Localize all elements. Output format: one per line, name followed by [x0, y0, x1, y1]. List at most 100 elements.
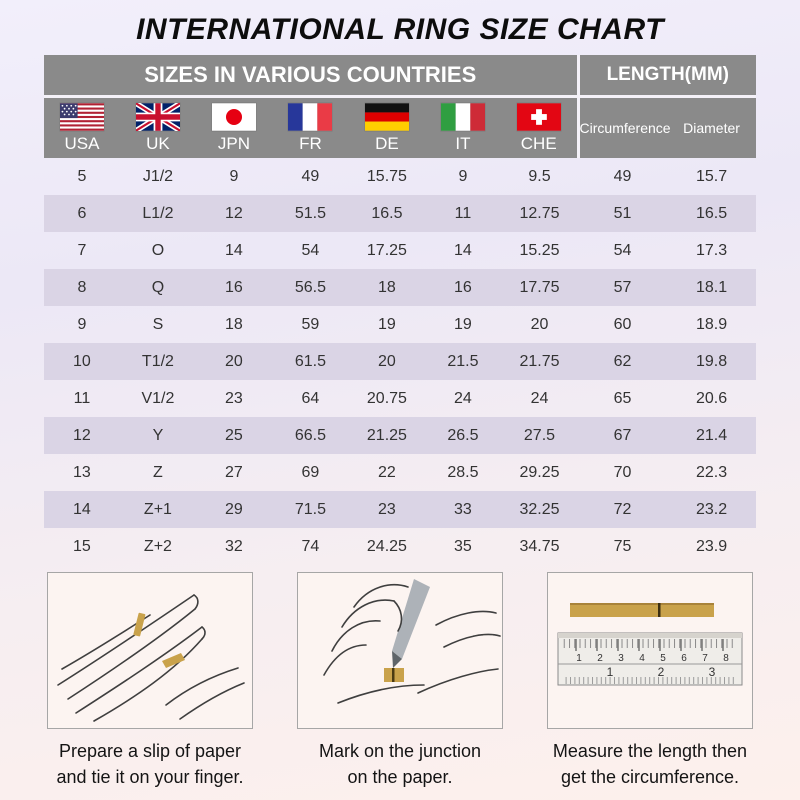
size-cell: 74 [301, 537, 320, 555]
column-header-che: CHE [500, 96, 579, 158]
size-cell: 35 [454, 537, 472, 555]
size-cell: 28.5 [447, 463, 479, 481]
instruction-step-2: Mark on the junction on the paper. [286, 572, 514, 790]
size-cell: 21.75 [519, 352, 560, 370]
size-cell: 7 [77, 241, 87, 259]
size-cell: 16 [454, 278, 472, 296]
size-cell: 20 [225, 352, 243, 370]
instruction-caption-1: Prepare a slip of paper and tie it on yo… [36, 738, 264, 790]
size-cell: 15.25 [519, 241, 560, 259]
svg-text:2: 2 [597, 653, 603, 664]
size-cell: Z+2 [143, 537, 172, 555]
size-cell: 67 [613, 426, 632, 444]
size-cell: 29.25 [519, 463, 560, 481]
page-title: INTERNATIONAL RING SIZE CHART [136, 13, 664, 46]
caption-line: Mark on the junction [318, 741, 482, 761]
svg-text:3: 3 [709, 665, 716, 679]
size-cell: 60 [613, 315, 632, 333]
japan-flag-icon [211, 102, 256, 131]
caption-line: Measure the length then [552, 741, 748, 761]
size-cell: Z [153, 463, 163, 481]
size-cell: 17.3 [695, 241, 728, 259]
country-code-label: CHE [520, 133, 557, 153]
germany-flag-icon [364, 102, 409, 131]
size-cell: 70 [613, 463, 632, 481]
size-cell: 17.75 [519, 278, 560, 296]
column-header-circumference: Circumference [576, 96, 671, 158]
size-cell: 21.4 [695, 426, 728, 444]
table-row: 5 J1/2 9 49 15.75 9 9.5 49 15.7 [44, 158, 756, 195]
mark-junction-pen-illustration [297, 572, 503, 729]
size-cell: 19 [454, 315, 472, 333]
size-cell: 32.25 [519, 500, 560, 518]
column-header-usa: USA [43, 96, 120, 158]
size-cell: 22.3 [695, 463, 728, 481]
size-cell: L1/2 [142, 204, 174, 222]
country-header-row: USA UK [43, 96, 757, 158]
size-cell: 62 [613, 352, 632, 370]
size-cell: 64 [301, 389, 320, 407]
size-cell: 12 [73, 426, 91, 444]
size-cell: 16.5 [695, 204, 728, 222]
size-cell: 15 [73, 537, 91, 555]
size-cell: 23.9 [695, 537, 728, 555]
size-cell: Z+1 [143, 500, 172, 518]
size-cell: 72 [613, 500, 632, 518]
size-cell: 23.2 [695, 500, 728, 518]
size-cell: T1/2 [141, 352, 174, 370]
size-cell: 71.5 [294, 500, 326, 518]
size-cell: 69 [301, 463, 320, 481]
size-cell: 11 [454, 204, 472, 222]
size-cell: V1/2 [141, 389, 175, 407]
france-flag-icon [288, 102, 333, 131]
size-cell: 18.9 [695, 315, 728, 333]
size-cell: 12.75 [519, 204, 560, 222]
size-cell: 49 [301, 167, 320, 185]
size-cell: 25 [225, 426, 243, 444]
hand-with-paper-slip-illustration [47, 572, 253, 729]
size-cell: 75 [613, 537, 632, 555]
size-cell: 16.5 [371, 204, 403, 222]
size-cell: O [151, 241, 165, 259]
size-cell: 65 [613, 389, 632, 407]
table-row: 14 Z+1 29 71.5 23 33 32.25 72 23.2 [43, 491, 757, 528]
table-row: 13 Z 27 69 22 28.5 29.25 70 22.3 [44, 454, 756, 491]
column-header-jpn: JPN [195, 96, 272, 158]
size-cell: 51 [613, 204, 632, 222]
size-cell: 9 [77, 315, 87, 333]
caption-line: and tie it on your finger. [56, 767, 244, 787]
size-cell: 21.25 [366, 426, 407, 444]
country-code-label: IT [455, 133, 471, 153]
svg-text:8: 8 [723, 653, 729, 664]
size-cell: 18.1 [695, 278, 728, 296]
size-cell: 18 [225, 315, 243, 333]
size-cell: 29 [225, 500, 243, 518]
size-cell: 49 [613, 167, 632, 185]
length-section-header: LENGTH(MM) [576, 55, 757, 98]
column-header-fr: FR [271, 96, 349, 158]
svg-text:1: 1 [607, 665, 614, 679]
svg-text:2: 2 [658, 665, 665, 679]
italy-flag-icon [440, 102, 485, 131]
size-cell: 14 [225, 241, 243, 259]
size-cell: 23 [378, 500, 396, 518]
size-cell: S [152, 315, 164, 333]
size-cell: 24.25 [366, 537, 407, 555]
size-cell: 27.5 [523, 426, 556, 444]
size-cell: 20.75 [366, 389, 407, 407]
size-cell: 15.7 [695, 167, 728, 185]
size-cell: 5 [77, 167, 87, 185]
size-cell: 14 [454, 241, 472, 259]
size-cell: 9.5 [528, 167, 551, 185]
measuring-instructions: Prepare a slip of paper and tie it on yo… [0, 572, 800, 790]
sizes-section-header: SIZES IN VARIOUS COUNTRIES [43, 55, 579, 98]
instruction-caption-2: Mark on the junction on the paper. [286, 738, 514, 790]
size-cell: 6 [77, 204, 87, 222]
size-cell: 57 [613, 278, 632, 296]
size-cell: 24 [530, 389, 549, 407]
size-cell: 9 [229, 167, 239, 185]
section-header-row: SIZES IN VARIOUS COUNTRIES LENGTH(MM) [43, 55, 757, 98]
table-row: 9 S 18 59 19 19 20 60 18.9 [44, 306, 756, 343]
size-cell: 11 [73, 389, 91, 407]
